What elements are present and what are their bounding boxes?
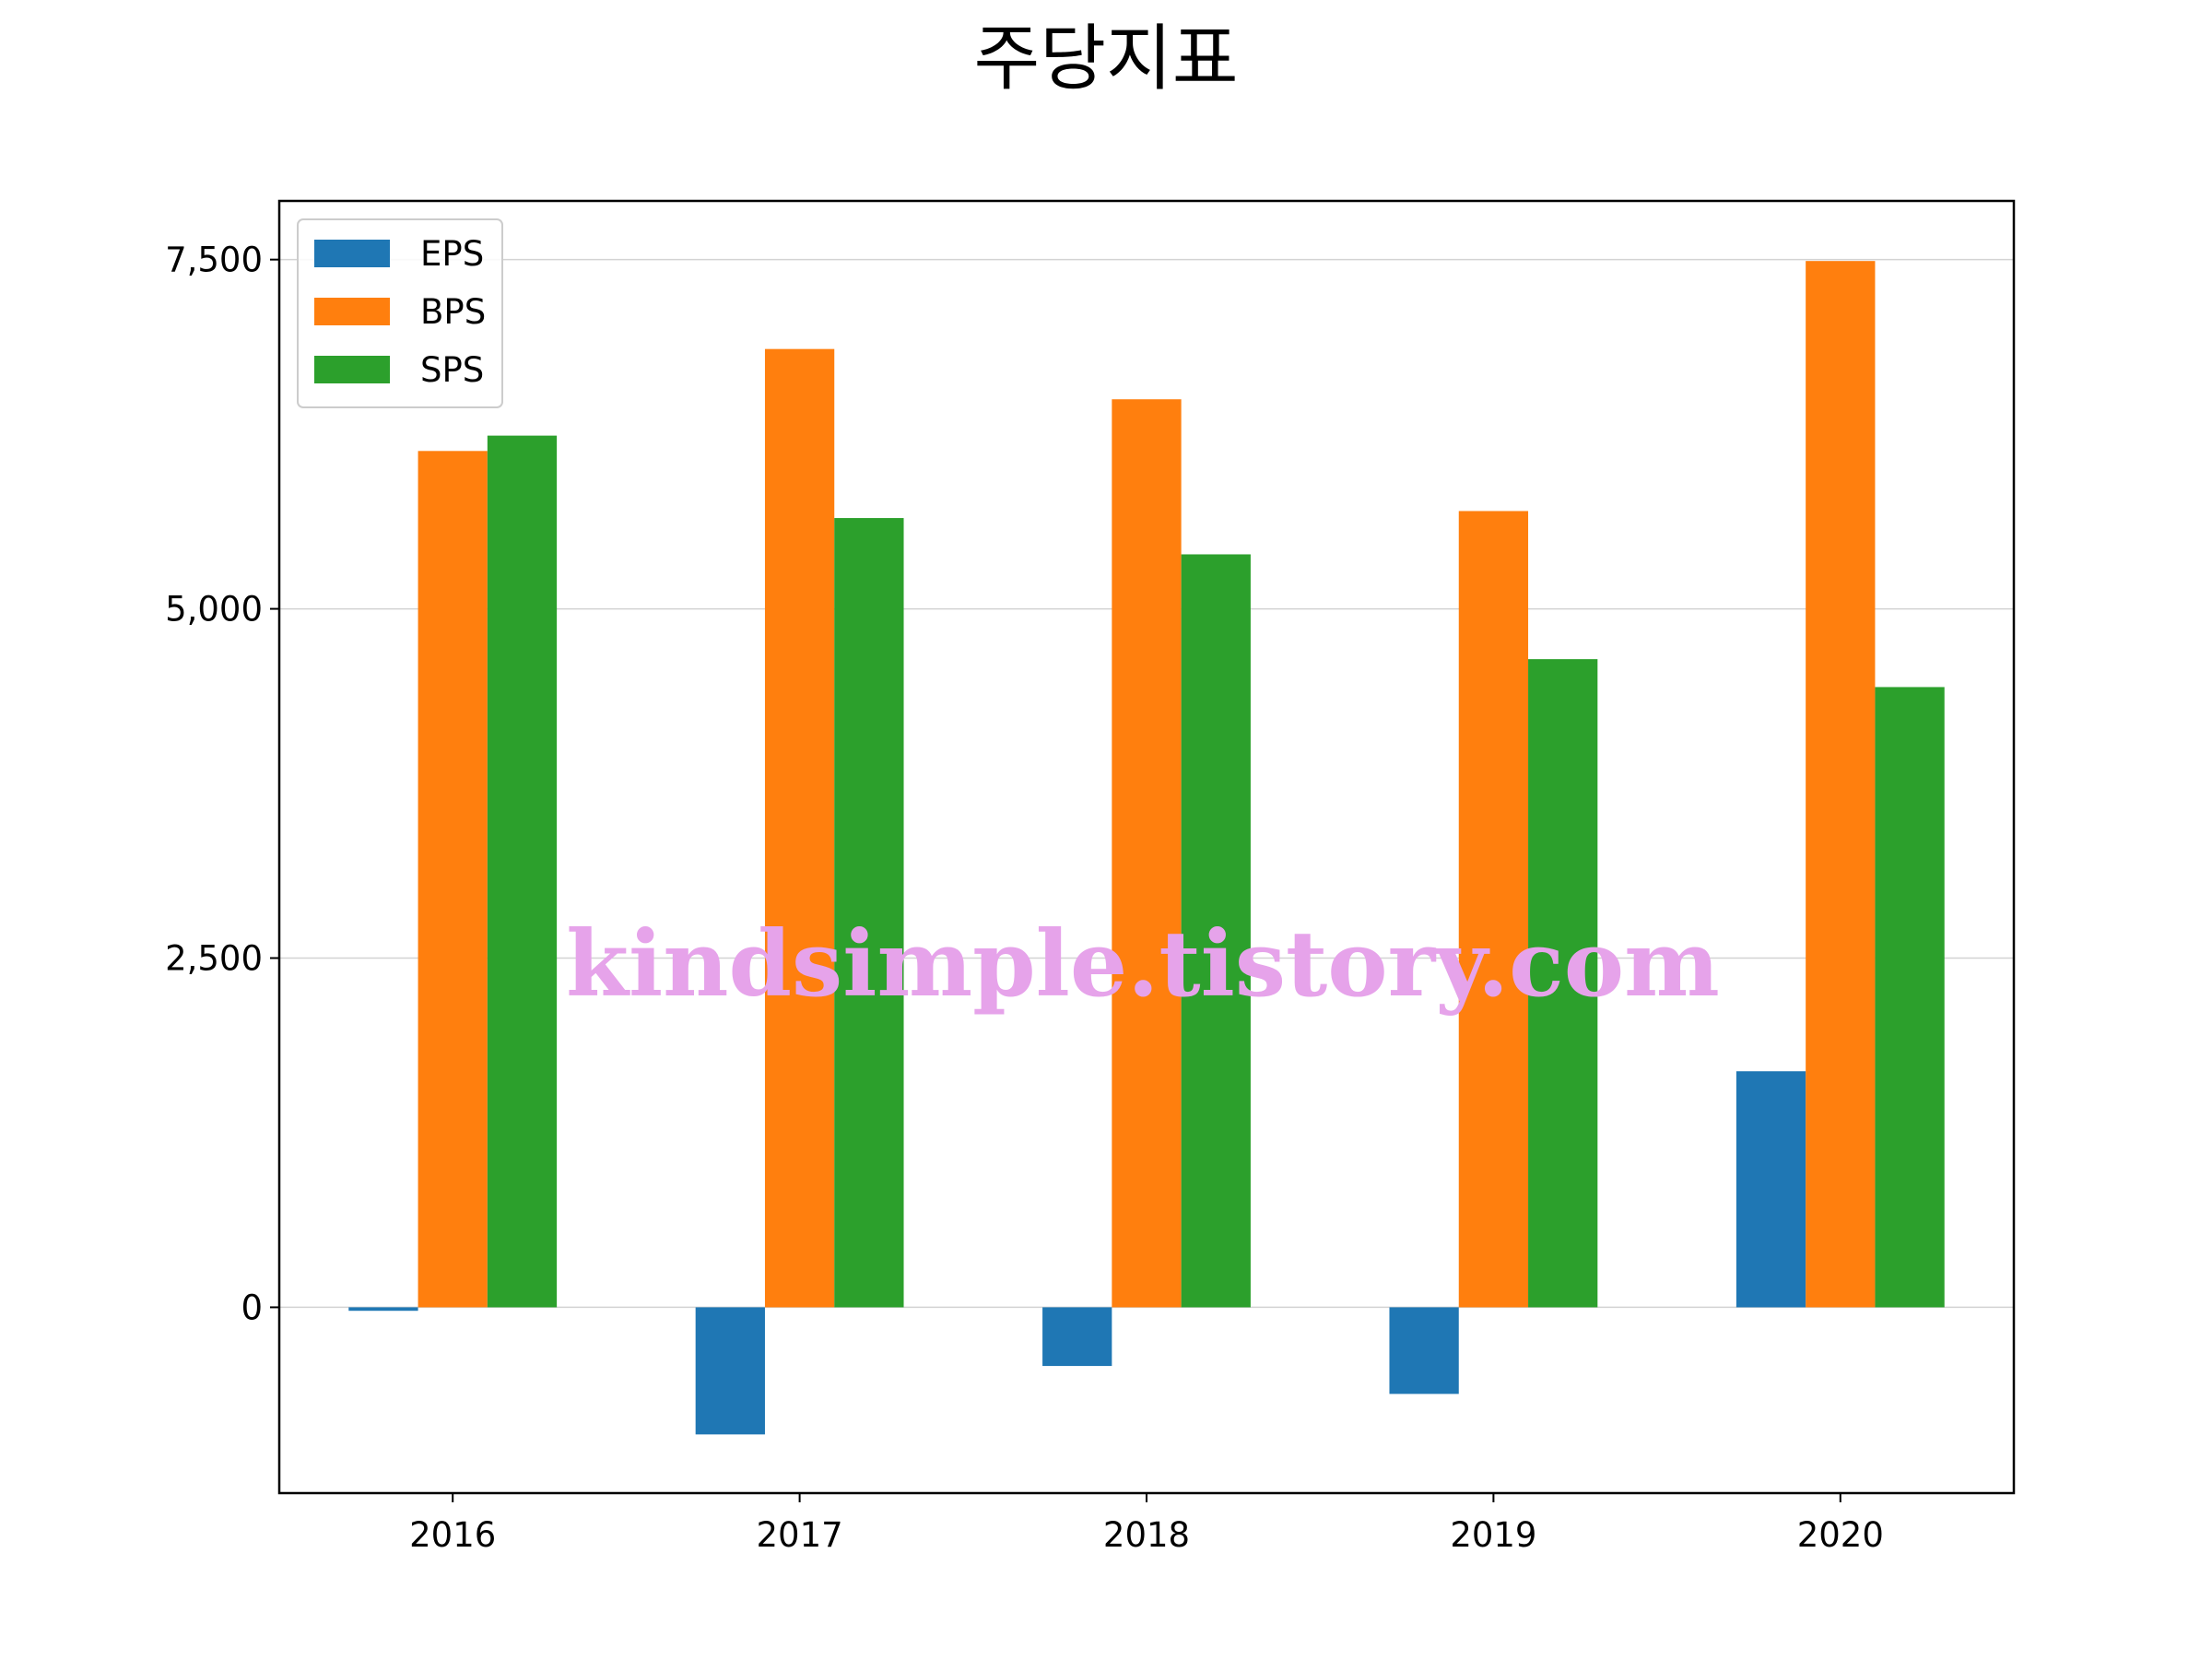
plot-area: 0 2,500 5,000 7,500 2016 2017 2018 2019 2020 EPS B… bbox=[165, 199, 2016, 1555]
watermark: kindsimple.tistory.com bbox=[566, 912, 1720, 1018]
bar-eps bbox=[1735, 1071, 1806, 1308]
bar-eps bbox=[695, 1307, 765, 1435]
bar-bps bbox=[764, 348, 835, 1308]
legend-label-eps: EPS bbox=[420, 234, 484, 274]
bar-bps bbox=[1112, 399, 1182, 1308]
axes-frame bbox=[277, 199, 2016, 1495]
bar-bps bbox=[1806, 261, 1876, 1308]
bar-sps bbox=[487, 435, 558, 1308]
legend-swatch-bps bbox=[314, 298, 390, 325]
x-tick-label: 2016 bbox=[409, 1515, 496, 1555]
y-tick-label: 2,500 bbox=[165, 938, 263, 978]
x-tick-label: 2020 bbox=[1797, 1515, 1884, 1555]
legend-label-sps: SPS bbox=[420, 350, 484, 390]
bar-sps bbox=[1181, 554, 1251, 1308]
y-tick-label: 0 bbox=[241, 1288, 263, 1327]
y-tick-label: 5,000 bbox=[165, 590, 263, 629]
bar-eps bbox=[348, 1307, 418, 1312]
y-tick-label: 7,500 bbox=[165, 241, 263, 280]
bar-bps bbox=[418, 451, 488, 1308]
bar-sps bbox=[1875, 687, 1945, 1308]
legend-swatch-sps bbox=[314, 356, 390, 383]
x-tick-label: 2018 bbox=[1103, 1515, 1190, 1555]
x-tick-label: 2017 bbox=[757, 1515, 843, 1555]
x-tick-label: 2019 bbox=[1450, 1515, 1536, 1555]
bar-sps bbox=[834, 518, 904, 1308]
bar-sps bbox=[1528, 659, 1598, 1308]
legend-swatch-eps bbox=[314, 240, 390, 267]
chart-title: 주당지표 bbox=[973, 18, 1238, 100]
bar-eps bbox=[1042, 1307, 1112, 1367]
bar-eps bbox=[1389, 1307, 1459, 1394]
bar-bps bbox=[1458, 511, 1529, 1308]
legend-label-bps: BPS bbox=[420, 292, 486, 332]
